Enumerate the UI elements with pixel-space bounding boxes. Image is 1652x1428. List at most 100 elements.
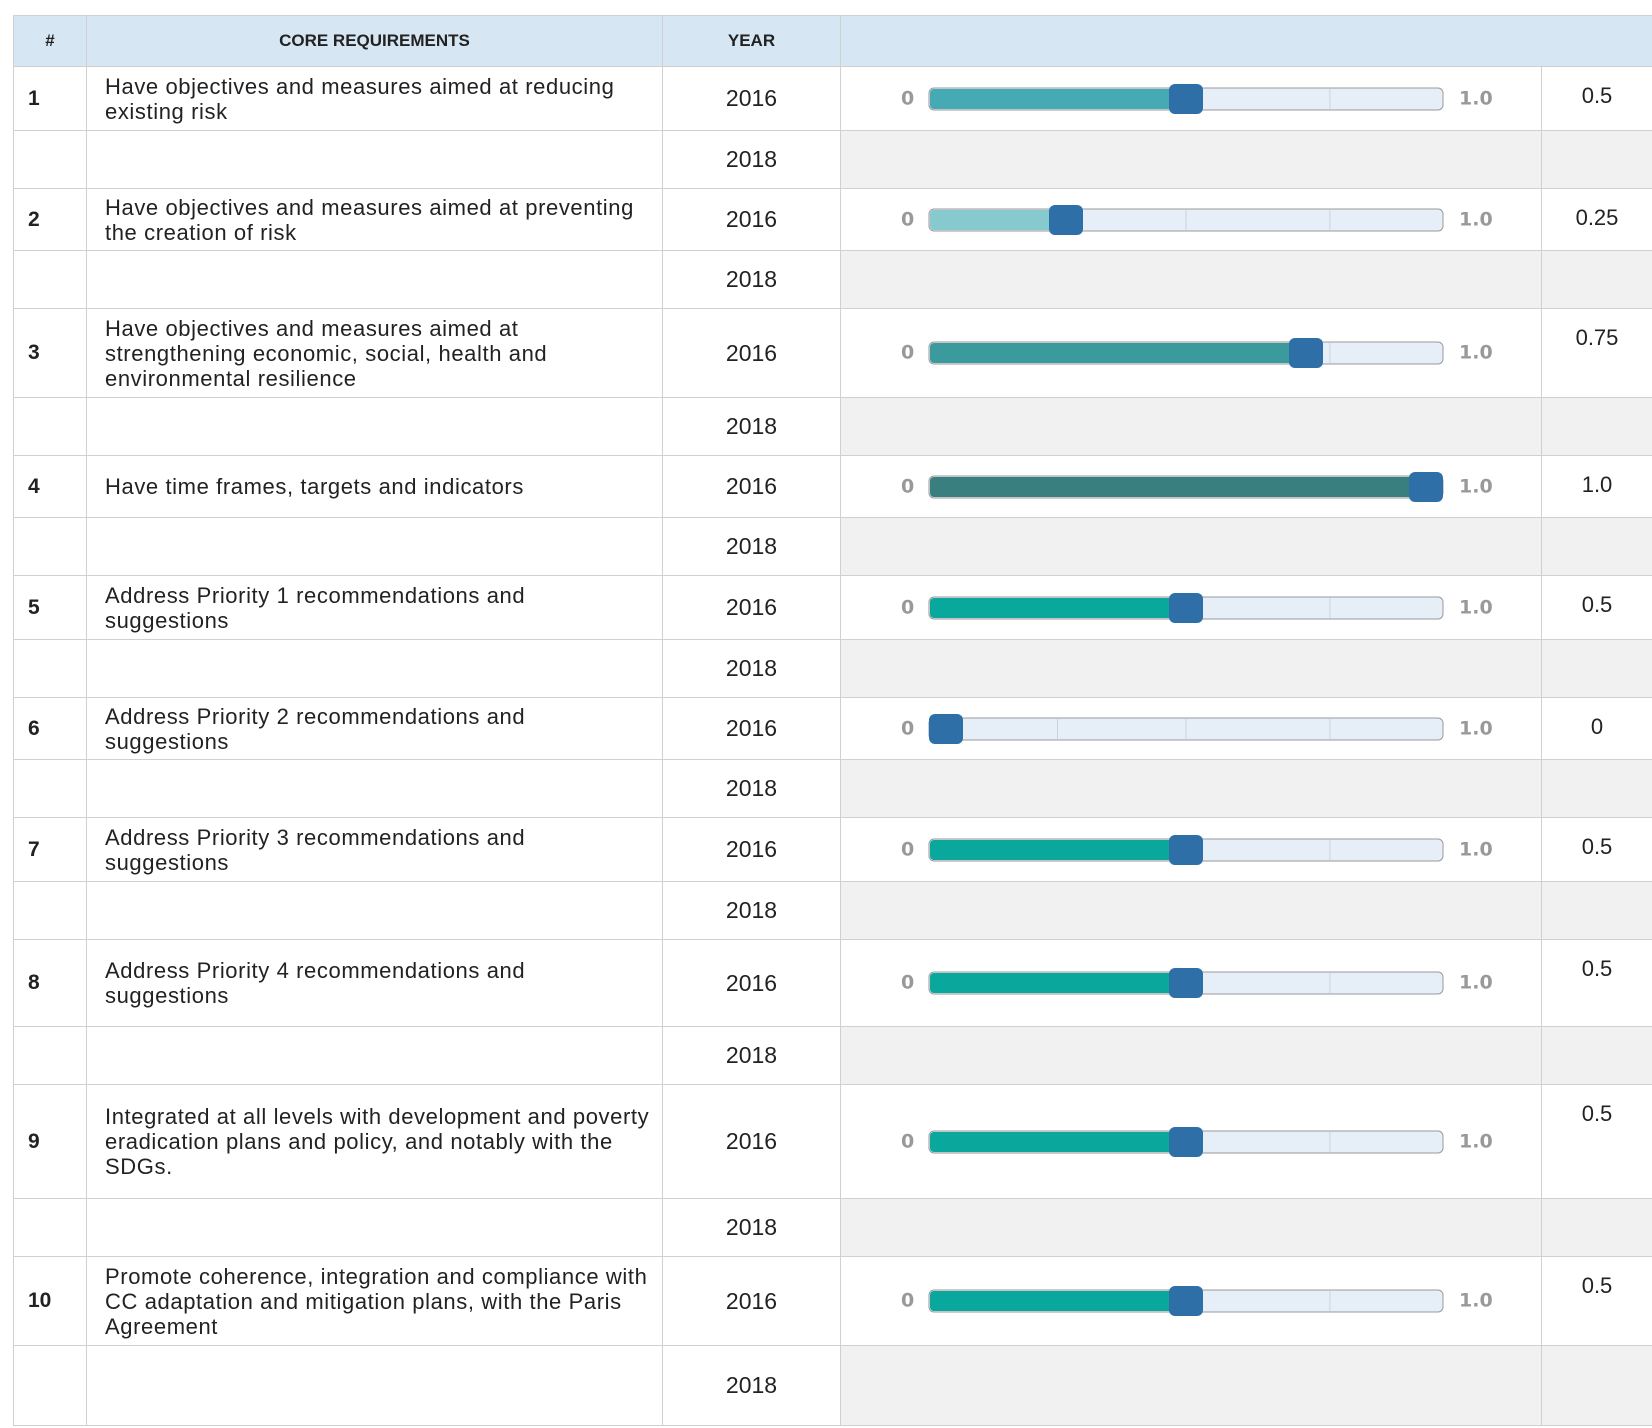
value-label: 0.75 [1541, 308, 1652, 398]
slider-min-label: 0 [901, 1130, 914, 1152]
requirement-text: Have objectives and measures aimed at re… [86, 66, 663, 131]
year-label: 2018 [662, 517, 841, 576]
slider-max-label: 1.0 [1459, 972, 1493, 994]
slider-fill [930, 597, 1186, 618]
year-label: 2018 [662, 250, 841, 309]
slider-fill [930, 973, 1186, 993]
empty-slider-cell [840, 639, 1542, 698]
empty-value-cell [1541, 1345, 1652, 1426]
requirement-text: Address Priority 4 recommendations and s… [86, 939, 663, 1027]
value-label: 0 [1541, 697, 1652, 760]
value-label: 0.5 [1541, 66, 1652, 131]
slider-cell: 0 1.0 [840, 455, 1542, 518]
empty-cell [86, 397, 663, 456]
empty-cell [86, 881, 663, 940]
slider-min-label: 0 [901, 717, 914, 739]
empty-value-cell [1541, 759, 1652, 818]
slider-cell: 0 1.0 [840, 575, 1542, 640]
row-2018: 2018 [13, 250, 1652, 309]
row-number: 1 [13, 66, 87, 131]
empty-cell [86, 1026, 663, 1085]
empty-cell [13, 1198, 87, 1257]
row-number: 5 [13, 575, 87, 640]
slider: 0 1.0 [901, 471, 1493, 502]
row-2018: 2018 [13, 397, 1652, 456]
row-number: 2 [13, 188, 87, 251]
slider-min-label: 0 [901, 838, 914, 860]
slider-max-label: 1.0 [1459, 87, 1493, 109]
slider-max-label: 1.0 [1459, 342, 1493, 364]
year-label: 2018 [662, 1198, 841, 1257]
slider-handle [1289, 338, 1323, 368]
empty-cell [13, 881, 87, 940]
row-number: 6 [13, 697, 87, 760]
empty-value-cell [1541, 881, 1652, 940]
slider-min-label: 0 [901, 208, 914, 230]
row-2016: 3 Have objectives and measures aimed at s… [13, 308, 1652, 398]
empty-cell [86, 250, 663, 309]
slider-fill [930, 839, 1186, 860]
row-2018: 2018 [13, 1026, 1652, 1085]
year-label: 2016 [662, 188, 841, 251]
slider-cell: 0 1.0 [840, 66, 1542, 131]
year-label: 2016 [662, 66, 841, 131]
empty-cell [13, 639, 87, 698]
slider-cell: 0 1.0 [840, 939, 1542, 1027]
row-number: 10 [13, 1256, 87, 1346]
slider-handle [1169, 83, 1203, 114]
year-label: 2016 [662, 697, 841, 760]
value-label: 1.0 [1541, 455, 1652, 518]
slider-max-label: 1.0 [1459, 596, 1493, 618]
header-blank [840, 15, 1652, 67]
slider-handle [1169, 1286, 1203, 1316]
row-2016: 4 Have time frames, targets and indicator… [13, 455, 1652, 518]
empty-slider-cell [840, 1345, 1542, 1426]
slider: 0 1.0 [901, 713, 1493, 744]
empty-cell [13, 517, 87, 576]
empty-cell [13, 1345, 87, 1426]
slider-handle [1169, 968, 1203, 998]
requirement-text: Address Priority 2 recommendations and s… [86, 697, 663, 760]
empty-cell [86, 130, 663, 189]
row-number: 7 [13, 817, 87, 882]
table-body: 1 Have objectives and measures aimed at r… [13, 66, 1652, 1426]
slider-fill [930, 1131, 1186, 1152]
slider-max-label: 1.0 [1459, 838, 1493, 860]
row-2016: 2 Have objectives and measures aimed at p… [13, 188, 1652, 251]
slider-min-label: 0 [901, 475, 914, 497]
empty-cell [86, 517, 663, 576]
empty-cell [86, 639, 663, 698]
slider-cell: 0 1.0 [840, 697, 1542, 760]
empty-value-cell [1541, 130, 1652, 189]
row-number: 8 [13, 939, 87, 1027]
row-2018: 2018 [13, 759, 1652, 818]
slider-cell: 0 1.0 [840, 308, 1542, 398]
empty-cell [13, 1026, 87, 1085]
row-number: 9 [13, 1084, 87, 1199]
slider-min-label: 0 [901, 972, 914, 994]
slider: 0 1.0 [901, 1126, 1493, 1157]
requirement-text: Have objectives and measures aimed at st… [86, 308, 663, 398]
empty-value-cell [1541, 1198, 1652, 1257]
year-label: 2016 [662, 1256, 841, 1346]
empty-cell [13, 130, 87, 189]
header-year: YEAR [662, 15, 841, 67]
header-row: # CORE REQUIREMENTS YEAR [13, 15, 1652, 67]
slider-min-label: 0 [901, 87, 914, 109]
year-label: 2018 [662, 397, 841, 456]
year-label: 2018 [662, 1026, 841, 1085]
year-label: 2018 [662, 130, 841, 189]
empty-slider-cell [840, 1026, 1542, 1085]
slider: 0 1.0 [901, 83, 1493, 114]
row-2018: 2018 [13, 881, 1652, 940]
slider-handle [1169, 592, 1203, 623]
empty-cell [86, 1198, 663, 1257]
empty-cell [86, 1345, 663, 1426]
value-label: 0.5 [1541, 817, 1652, 882]
year-label: 2016 [662, 575, 841, 640]
row-2016: 7 Address Priority 3 recommendations and … [13, 817, 1652, 882]
requirement-text: Address Priority 3 recommendations and s… [86, 817, 663, 882]
slider-min-label: 0 [901, 1290, 914, 1312]
value-label: 0.5 [1541, 939, 1652, 1027]
